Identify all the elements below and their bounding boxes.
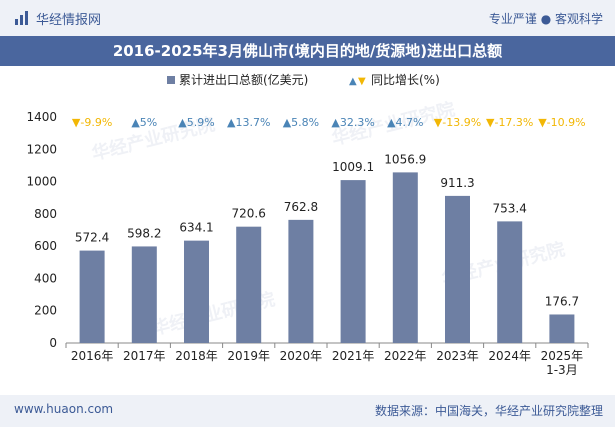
- y-tick-label: 200: [34, 304, 57, 318]
- brand-logo-icon: [15, 11, 28, 25]
- growth-series: ▼-9.9% ▲5% ▲5.9% ▲13.7% ▲5.8% ▲32.3% ▲4.7% ▼-13…: [72, 116, 586, 129]
- brand-name: 华经情报网: [36, 12, 102, 28]
- x-axis: 2016年 2017年 2018年 2019年 2020年 2021年 2022年 2023年…: [65, 343, 589, 377]
- growth-value: 13.7%: [235, 116, 270, 129]
- legend-down-marker: ▼: [358, 76, 366, 87]
- growth-value: 5.8%: [291, 116, 319, 129]
- y-tick-label: 1000: [26, 175, 57, 189]
- bar: [184, 240, 209, 343]
- tagline: 专业严谨 ● 客观科学: [488, 12, 603, 26]
- growth-label: ▼-9.9%: [72, 116, 112, 129]
- growth-label: ▼-13.9%: [434, 116, 481, 129]
- site-url[interactable]: www.huaon.com: [14, 402, 114, 416]
- growth-up-icon: ▲: [387, 116, 396, 129]
- legend-up-marker: ▲: [349, 76, 357, 87]
- x-tick-label: 2023年: [436, 349, 479, 363]
- x-tick-label: 2021年: [332, 349, 375, 363]
- bar-value-label: 762.8: [284, 200, 318, 214]
- bar-value-label: 720.6: [232, 207, 266, 221]
- y-tick-label: 800: [34, 207, 57, 221]
- bar-series: 572.4 598.2 634.1 720.6 762.8 1009.1 1056.9 911…: [75, 152, 579, 343]
- bar-value-label: 1009.1: [332, 160, 374, 174]
- bar: [497, 221, 523, 343]
- x-tick-label: 2018年: [175, 349, 218, 363]
- y-tick-label: 400: [34, 271, 57, 285]
- x-tick-label: 2019年: [227, 349, 270, 363]
- bar-value-label: 911.3: [440, 176, 474, 190]
- x-tick-label: 2024年: [488, 349, 531, 363]
- growth-label: ▲4.7%: [387, 116, 423, 129]
- growth-down-icon: ▼: [72, 116, 81, 129]
- y-tick-label: 1200: [26, 142, 57, 156]
- growth-label: ▲5%: [131, 116, 157, 129]
- growth-value: -13.9%: [442, 116, 481, 129]
- growth-up-icon: ▲: [283, 116, 292, 129]
- growth-label: ▼-10.9%: [538, 116, 585, 129]
- bar-value-label: 598.2: [127, 226, 161, 240]
- x-tick-label: 2022年: [384, 349, 427, 363]
- bar-value-label: 176.7: [545, 294, 579, 308]
- bar: [445, 195, 470, 343]
- x-tick-label: 1-3月: [546, 363, 578, 377]
- bar: [236, 226, 262, 343]
- growth-value: -10.9%: [547, 116, 586, 129]
- y-tick-label: 600: [34, 239, 57, 253]
- growth-down-icon: ▼: [434, 116, 443, 129]
- top-bar: [0, 0, 615, 36]
- legend-growth-label: 同比增长(%): [371, 73, 440, 87]
- y-tick-label: 0: [49, 336, 57, 350]
- bar: [288, 219, 314, 343]
- bar: [392, 172, 418, 343]
- growth-label: ▲5.9%: [178, 116, 214, 129]
- legend-bar-label: 累计进出口总额(亿美元): [179, 72, 308, 87]
- growth-value: -17.3%: [494, 116, 533, 129]
- growth-up-icon: ▲: [178, 116, 187, 129]
- bar-value-label: 634.1: [179, 221, 213, 235]
- footer-bar: [0, 395, 615, 427]
- legend: 累计进出口总额(亿美元) ▲ ▼ 同比增长(%): [167, 72, 440, 87]
- growth-up-icon: ▲: [227, 116, 236, 129]
- growth-down-icon: ▼: [538, 116, 547, 129]
- x-tick-label: 2017年: [123, 349, 166, 363]
- x-tick-label: 2016年: [71, 349, 114, 363]
- bar-value-label: 572.4: [75, 231, 109, 245]
- y-tick-label: 1400: [26, 110, 57, 124]
- legend-bar-marker: [167, 76, 175, 84]
- growth-value: 5%: [140, 116, 157, 129]
- y-axis: 0 200 400 600 800 1000 1200 1400: [26, 110, 588, 350]
- bar-value-label: 1056.9: [384, 152, 426, 166]
- bar: [340, 180, 366, 343]
- growth-down-icon: ▼: [486, 116, 495, 129]
- growth-label: ▲13.7%: [227, 116, 270, 129]
- growth-value: 4.7%: [396, 116, 424, 129]
- data-source: 数据来源：中国海关，华经产业研究院整理: [374, 404, 603, 418]
- growth-value: 5.9%: [187, 116, 215, 129]
- growth-up-icon: ▲: [131, 116, 140, 129]
- chart-title: 2016-2025年3月佛山市(境内目的地/货源地)进出口总额: [0, 36, 615, 66]
- bar-value-label: 753.4: [493, 201, 527, 215]
- growth-label: ▲32.3%: [331, 116, 374, 129]
- bar: [549, 314, 575, 343]
- brand: 华经情报网: [14, 9, 102, 28]
- x-tick-label: 2020年: [280, 349, 323, 363]
- bar: [79, 250, 105, 343]
- growth-value: -9.9%: [80, 116, 112, 129]
- growth-up-icon: ▲: [331, 116, 340, 129]
- growth-label: ▲5.8%: [283, 116, 319, 129]
- bar: [131, 246, 157, 343]
- growth-value: 32.3%: [340, 116, 375, 129]
- growth-label: ▼-17.3%: [486, 116, 533, 129]
- chart-area: 累计进出口总额(亿美元) ▲ ▼ 同比增长(%) 0 200 400 600 800 10…: [26, 72, 589, 377]
- x-tick-label: 2025年: [541, 349, 584, 363]
